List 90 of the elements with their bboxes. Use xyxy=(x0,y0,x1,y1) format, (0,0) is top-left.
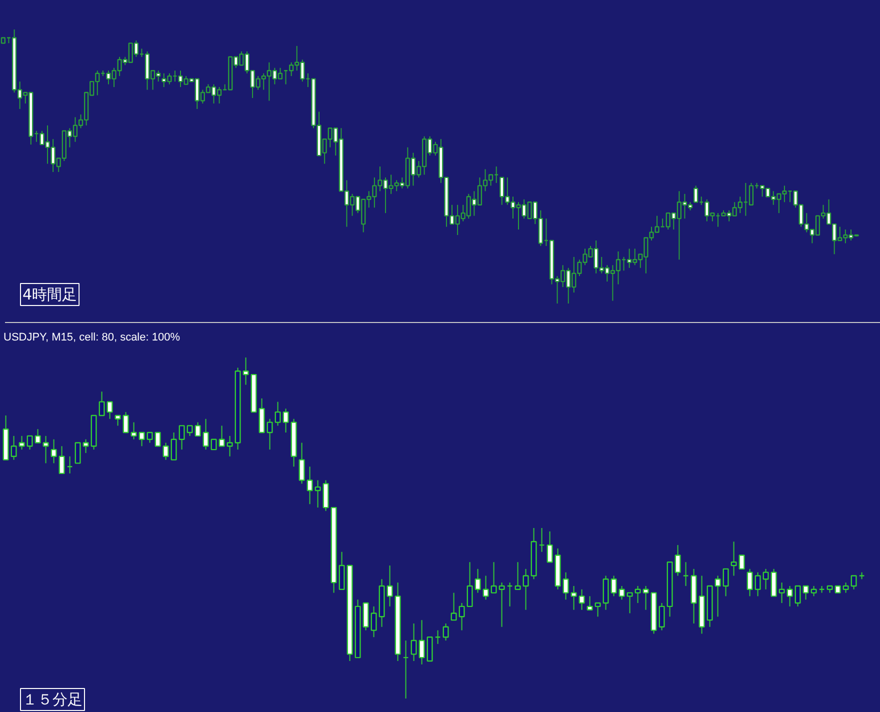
candlestick xyxy=(810,585,817,597)
candlestick xyxy=(42,435,49,464)
candlestick xyxy=(130,422,137,440)
candlestick xyxy=(634,585,641,604)
candlestick xyxy=(770,568,777,597)
candlestick xyxy=(466,562,473,608)
candlestick xyxy=(658,602,665,631)
candlestick xyxy=(506,582,513,607)
candlestick xyxy=(714,575,721,618)
candlestick xyxy=(602,575,609,610)
candlestick xyxy=(546,530,553,563)
candlestick xyxy=(162,442,169,460)
candlestick xyxy=(18,435,25,450)
candlestick xyxy=(266,418,273,450)
candlestick xyxy=(58,446,65,474)
candlestick xyxy=(626,592,633,614)
candlestick xyxy=(578,588,585,610)
candlestick xyxy=(338,551,345,590)
candlestick xyxy=(482,575,489,600)
candlestick xyxy=(514,562,521,590)
candlestick xyxy=(786,585,793,607)
candlestick xyxy=(674,544,681,576)
candlestick xyxy=(570,585,577,610)
candlestick xyxy=(594,602,601,618)
candlestick xyxy=(282,408,289,434)
candlestick xyxy=(746,568,753,597)
candlestick xyxy=(762,568,769,590)
candlestick xyxy=(138,432,145,447)
candlestick xyxy=(522,568,529,610)
chart-title: USDJPY, M15, cell: 80, scale: 100% xyxy=(4,332,180,344)
candlestick xyxy=(842,582,849,594)
candlestick xyxy=(738,554,745,570)
candlestick xyxy=(778,582,785,604)
candlestick xyxy=(442,622,449,642)
candlestick xyxy=(10,435,17,460)
candlestick xyxy=(306,466,313,505)
candlestick xyxy=(210,438,217,450)
candlestick xyxy=(322,480,329,512)
candlestick xyxy=(50,438,57,464)
candlestick xyxy=(146,432,153,444)
candlestick xyxy=(474,568,481,594)
candlestick xyxy=(682,562,689,586)
candlestick xyxy=(170,432,177,460)
candlestick xyxy=(178,425,185,450)
candlestick xyxy=(82,438,89,454)
candlestick xyxy=(66,456,73,474)
candlestick xyxy=(802,585,809,600)
candlestick xyxy=(274,401,281,426)
candlestick xyxy=(426,636,433,662)
candlestick xyxy=(410,622,417,662)
candlestick xyxy=(450,592,457,621)
candlestick xyxy=(458,602,465,631)
candlestick xyxy=(98,391,105,416)
candlestick xyxy=(34,428,41,444)
candlestick xyxy=(362,602,369,631)
candlestick xyxy=(618,585,625,600)
candlestick xyxy=(370,606,377,638)
candlestick xyxy=(850,575,857,590)
candlestick xyxy=(586,596,593,610)
candlestick xyxy=(386,565,393,607)
candlestick xyxy=(610,575,617,597)
candlestick xyxy=(562,572,569,600)
candlestick xyxy=(74,442,81,464)
candlestick xyxy=(218,425,225,447)
candlestick xyxy=(538,528,545,552)
candlestick xyxy=(106,401,113,420)
candlestick xyxy=(314,480,321,508)
candlestick xyxy=(490,562,497,594)
candlestick xyxy=(26,435,33,450)
candlestick xyxy=(202,418,209,450)
candlestick xyxy=(730,541,737,576)
candlestick xyxy=(242,357,249,386)
candlestick xyxy=(154,432,161,447)
candlestick xyxy=(122,412,129,434)
candlestick xyxy=(418,620,425,665)
candlestick xyxy=(298,442,305,484)
candlestick xyxy=(258,398,265,434)
candlestick xyxy=(754,572,761,597)
candlestick xyxy=(226,435,233,457)
annotation: １５分足 xyxy=(22,690,82,708)
annotation: 4時間足 xyxy=(22,286,78,304)
candlestick xyxy=(794,585,801,607)
candlestick xyxy=(434,630,441,644)
candlestick xyxy=(498,582,505,628)
candlestick xyxy=(722,568,729,597)
candlestick xyxy=(186,425,193,436)
candlestick xyxy=(642,585,649,610)
candlestick xyxy=(114,414,121,426)
candlestick xyxy=(402,640,409,699)
candlestick xyxy=(194,422,201,437)
